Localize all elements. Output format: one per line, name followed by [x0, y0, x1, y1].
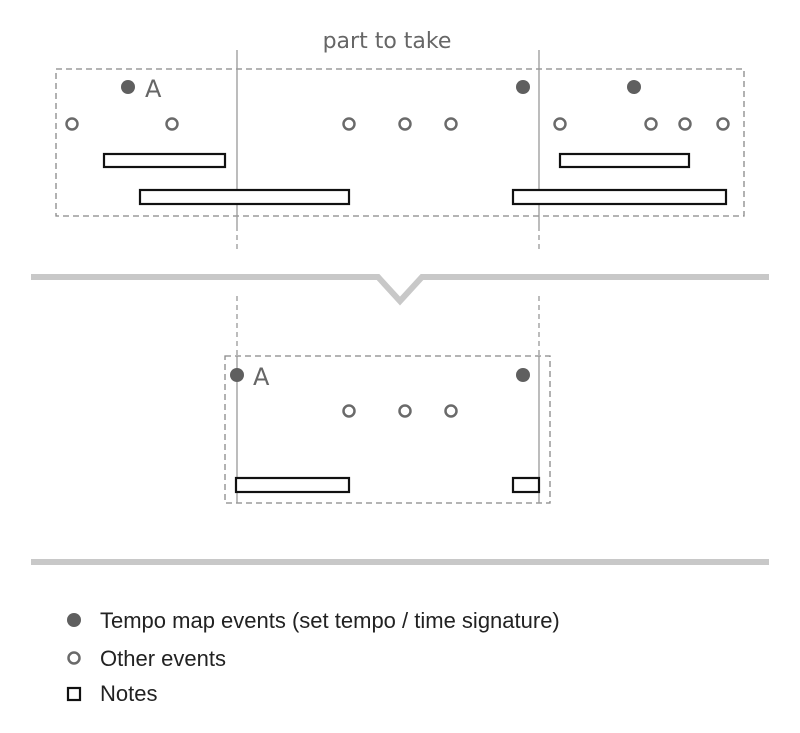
note	[511, 476, 541, 494]
full-region-box	[55, 68, 745, 217]
tempo-event	[516, 80, 530, 94]
legend-label-other: Other events	[100, 646, 226, 671]
other-events-extracted	[342, 404, 458, 418]
other-event	[553, 117, 567, 131]
tempo-event	[516, 368, 530, 382]
note	[102, 152, 227, 169]
extracted-region-box	[224, 355, 551, 504]
marker-label: A	[253, 363, 270, 391]
other-event	[398, 404, 412, 418]
legend-label-tempo: Tempo map events (set tempo / time signa…	[100, 608, 560, 633]
cut-guides	[236, 50, 540, 356]
notes-extracted	[234, 476, 541, 494]
tempo-event	[627, 80, 641, 94]
filled-circle-icon	[67, 613, 81, 627]
other-event	[342, 117, 356, 131]
other-events-full	[65, 117, 730, 131]
note	[138, 188, 351, 206]
marker-label: A	[145, 75, 162, 103]
other-event	[444, 404, 458, 418]
other-event	[165, 117, 179, 131]
notes-full	[102, 152, 728, 206]
other-event	[398, 117, 412, 131]
transform-separator	[31, 274, 769, 306]
other-event	[678, 117, 692, 131]
legend: Tempo map events (set tempo / time signa…	[66, 608, 560, 706]
note	[234, 476, 351, 494]
tempo-event	[121, 80, 135, 94]
other-event	[716, 117, 730, 131]
legend-label-notes: Notes	[100, 681, 157, 706]
other-event	[342, 404, 356, 418]
note	[511, 188, 728, 206]
hollow-circle-icon	[67, 651, 81, 665]
note	[558, 152, 691, 169]
tempo-event	[230, 368, 244, 382]
other-event	[65, 117, 79, 131]
diagram-title: part to take	[323, 29, 452, 54]
other-event	[444, 117, 458, 131]
hollow-square-icon	[66, 686, 82, 702]
other-event	[644, 117, 658, 131]
